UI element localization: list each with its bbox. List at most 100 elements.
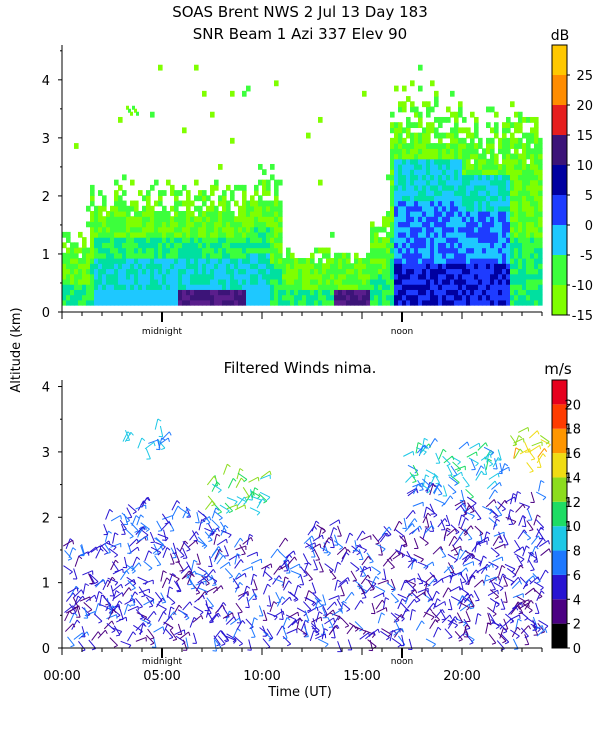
snr-cell: [410, 148, 415, 155]
wind-barb: [275, 591, 282, 603]
wind-barb: [450, 465, 458, 476]
wind-barb-flag: [397, 644, 402, 648]
wind-barb-flag: [416, 488, 418, 493]
snr-cell: [198, 242, 203, 249]
wind-barb: [300, 566, 308, 576]
snr-cell: [406, 273, 411, 280]
wind-barb: [526, 462, 534, 472]
wind-barb: [197, 576, 207, 584]
snr-cell: [90, 237, 95, 243]
snr-cell: [454, 268, 459, 275]
snr-cell: [398, 268, 403, 275]
snr-cell: [482, 174, 487, 181]
snr-cell: [422, 247, 427, 254]
snr-cell: [386, 284, 391, 290]
snr-cell: [398, 174, 403, 181]
snr-cell: [246, 252, 251, 259]
wind-barb-flag: [500, 648, 505, 651]
snr-cell: [378, 252, 383, 259]
wind-barb-flag: [462, 595, 466, 599]
snr-cell: [418, 205, 423, 212]
snr-cell: [150, 294, 155, 301]
snr-cell: [370, 242, 375, 249]
wind-barb-flag: [195, 531, 199, 536]
wind-barb-flag: [394, 600, 399, 604]
wind-barb: [179, 631, 189, 640]
snr-cell: [454, 179, 459, 186]
snr-cell: [114, 299, 119, 306]
snr-cell: [322, 289, 327, 296]
wind-barb-flag: [86, 631, 90, 636]
wind-barb-flag: [172, 573, 176, 577]
snr-cell: [398, 289, 403, 296]
snr-cell: [510, 174, 515, 181]
wind-barb-flag: [303, 634, 308, 638]
snr-cell: [282, 284, 287, 290]
wind-barb-flag: [202, 595, 205, 600]
wind-barb-flag: [315, 520, 320, 524]
snr-cell: [154, 258, 159, 264]
snr-cell: [218, 247, 223, 254]
snr-cell: [446, 237, 451, 243]
wind-barb-flag: [347, 549, 351, 553]
snr-cell: [378, 284, 383, 290]
wind-barb: [435, 484, 443, 495]
snr-cell: [526, 289, 531, 296]
snr-cell: [486, 184, 491, 191]
snr-cell: [426, 216, 431, 223]
wind-barb-flag: [141, 595, 146, 598]
snr-cell: [374, 258, 379, 264]
wind-barb-flag: [153, 442, 156, 447]
snr-cell: [418, 184, 423, 191]
snr-cell: [278, 278, 283, 285]
wind-barb: [311, 625, 320, 635]
snr-cell: [126, 216, 131, 223]
snr-cell: [198, 190, 203, 196]
snr-cell: [354, 273, 359, 280]
snr-cell: [442, 195, 447, 202]
wind-barb-flag: [419, 525, 423, 530]
snr-cell: [430, 278, 435, 285]
snr-cell: [518, 247, 523, 254]
wind-barb: [75, 595, 84, 605]
snr-cell: [66, 284, 71, 290]
snr-cell: [186, 284, 191, 290]
snr-cell: [530, 190, 535, 196]
snr-cell: [326, 284, 331, 290]
wind-barb: [524, 587, 535, 596]
wind-barb-flag: [161, 601, 166, 604]
snr-cell: [470, 184, 475, 191]
snr-cell: [410, 190, 415, 196]
snr-cell: [426, 226, 431, 233]
wind-barb-flag: [517, 626, 521, 631]
wind-barb: [394, 528, 404, 537]
snr-cell: [242, 195, 247, 202]
snr-cell: [246, 237, 251, 243]
wind-barb: [498, 632, 507, 642]
wind-barb: [224, 568, 234, 577]
snr-cell: [502, 299, 507, 306]
snr-cell: [122, 278, 127, 285]
snr-cell: [230, 294, 235, 301]
snr-cell: [158, 216, 163, 223]
snr-cell: [446, 200, 451, 207]
wind-barb: [431, 590, 437, 602]
snr-cell: [522, 263, 527, 270]
wind-barb-flag: [107, 604, 112, 608]
snr-cell: [74, 273, 79, 280]
snr-cell: [134, 200, 139, 207]
snr-cell: [454, 237, 459, 243]
snr-cell: [146, 252, 151, 259]
snr-cell: [178, 278, 183, 285]
snr-cell: [150, 247, 155, 254]
wind-barb: [458, 514, 463, 526]
snr-cell: [510, 163, 515, 170]
snr-cell: [462, 273, 467, 280]
snr-cell: [182, 200, 187, 207]
wind-barb-flag: [173, 611, 177, 616]
wind-barb: [245, 492, 253, 502]
snr-cell: [474, 158, 479, 165]
snr-cell: [346, 258, 351, 264]
snr-cell: [318, 273, 323, 280]
snr-cell: [186, 190, 191, 196]
